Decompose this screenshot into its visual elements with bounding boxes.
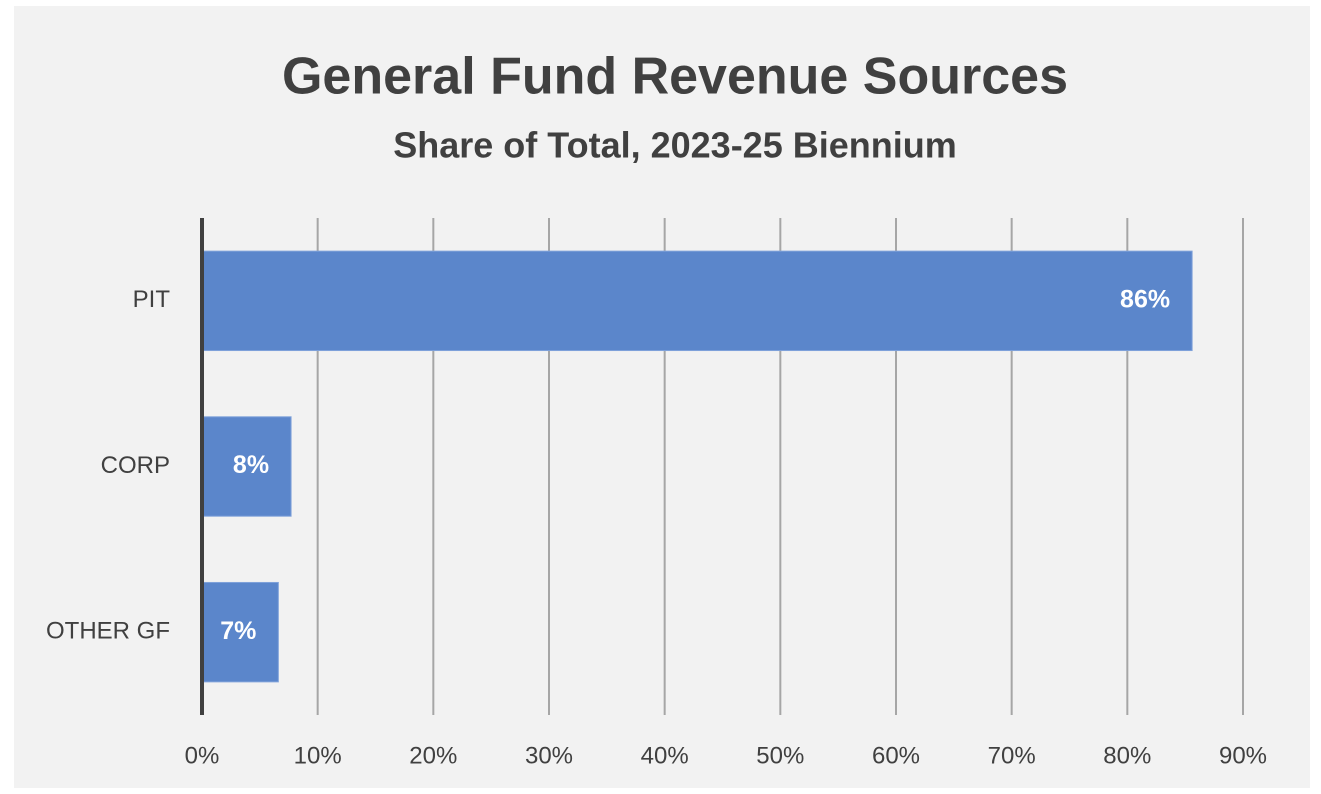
x-tick-label: 70%: [988, 742, 1036, 769]
bar: [201, 250, 1193, 352]
data-label: 8%: [233, 451, 269, 479]
y-tick-label: OTHER GF: [46, 618, 170, 645]
x-tick-label: 40%: [641, 742, 689, 769]
bar: [201, 416, 292, 517]
chart-subtitle: Share of Total, 2023-25 Biennium: [393, 125, 956, 166]
x-tick-label: 60%: [872, 742, 920, 769]
bar: [201, 581, 279, 683]
y-tick-label: PIT: [133, 286, 171, 313]
data-label: 86%: [1120, 285, 1170, 313]
x-tick-label: 80%: [1103, 742, 1151, 769]
chart-title: General Fund Revenue Sources: [282, 48, 1068, 106]
data-label: 7%: [220, 617, 256, 645]
x-tick-label: 20%: [409, 742, 457, 769]
x-tick-label: 50%: [756, 742, 804, 769]
x-tick-label: 90%: [1219, 742, 1267, 769]
x-tick-label: 0%: [185, 742, 220, 769]
x-tick-label: 30%: [525, 742, 573, 769]
x-tick-label: 10%: [294, 742, 342, 769]
y-tick-label: CORP: [101, 452, 170, 479]
